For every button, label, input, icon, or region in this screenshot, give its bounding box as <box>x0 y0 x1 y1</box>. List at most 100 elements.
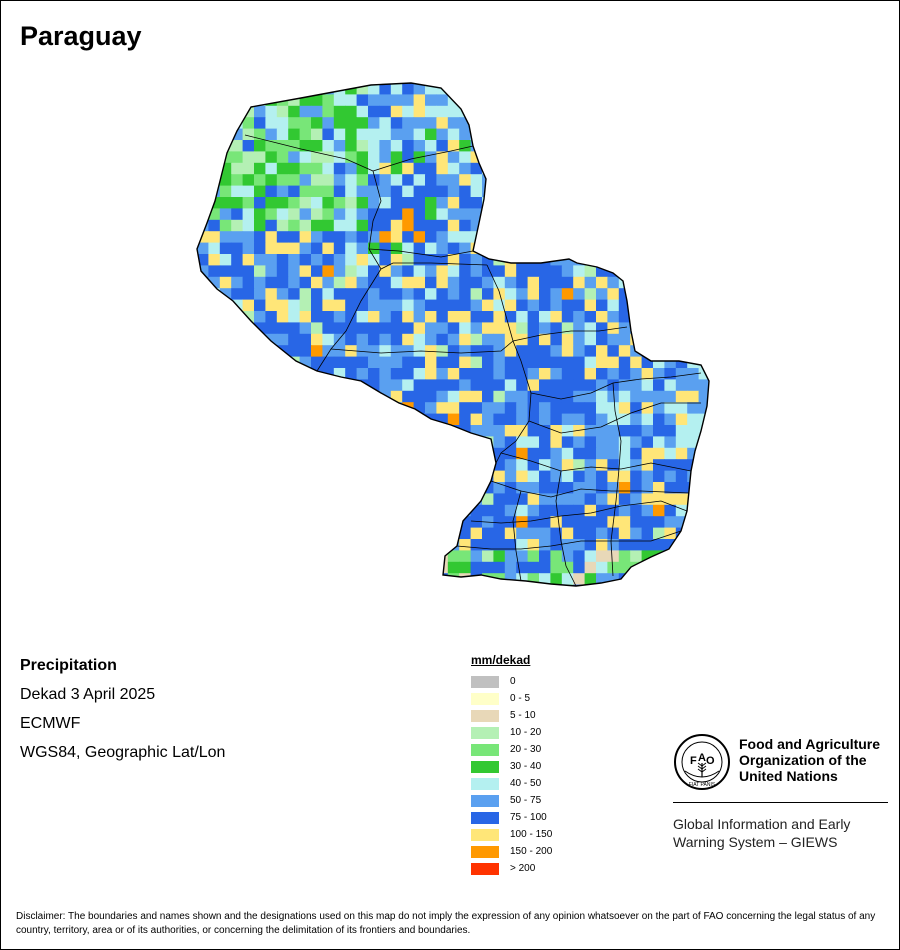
raster-cell <box>254 516 266 529</box>
raster-cell <box>584 311 597 323</box>
raster-cell <box>311 288 323 301</box>
raster-cell <box>333 311 346 323</box>
raster-cell <box>539 447 551 460</box>
raster-cell <box>641 197 654 209</box>
raster-cell <box>402 447 415 460</box>
raster-cell <box>618 425 631 437</box>
raster-cell <box>333 276 346 289</box>
legend-label: > 200 <box>510 863 536 874</box>
raster-cell <box>459 527 472 540</box>
raster-cell <box>573 504 586 517</box>
raster-cell <box>356 174 369 187</box>
raster-cell <box>459 242 472 255</box>
raster-cell <box>299 561 312 574</box>
raster-cell <box>413 83 426 95</box>
raster-cell <box>333 539 346 551</box>
raster-cell <box>254 197 266 209</box>
raster-cell <box>254 413 266 426</box>
raster-cell <box>470 539 483 551</box>
raster-cell <box>436 242 449 255</box>
raster-cell <box>197 299 209 312</box>
raster-cell <box>413 561 426 574</box>
raster-cell <box>504 504 517 517</box>
raster-cell <box>436 151 449 164</box>
raster-cell <box>288 174 301 187</box>
raster-cell <box>539 539 551 551</box>
raster-cell <box>710 186 722 198</box>
raster-cell <box>527 390 540 403</box>
raster-cell <box>459 140 472 152</box>
raster-cell <box>368 94 380 107</box>
raster-cell <box>710 208 722 220</box>
raster-cell <box>333 299 346 312</box>
raster-cell <box>436 105 449 118</box>
raster-cell <box>630 504 643 517</box>
raster-cell <box>596 368 608 380</box>
raster-cell <box>219 390 232 403</box>
raster-cell <box>379 151 392 164</box>
raster-cell <box>618 265 631 278</box>
raster-cell <box>425 550 437 563</box>
raster-cell <box>482 311 494 323</box>
raster-cell <box>687 162 700 175</box>
raster-cell <box>368 265 380 278</box>
projection-label: WGS84, Geographic Lat/Lon <box>20 744 226 761</box>
raster-cell <box>653 117 665 130</box>
raster-cell <box>242 288 255 301</box>
raster-cell <box>254 504 266 517</box>
raster-cell <box>265 482 278 494</box>
raster-cell <box>242 368 255 380</box>
raster-cell <box>219 425 232 437</box>
raster-cell <box>573 94 586 107</box>
raster-cell <box>356 356 369 369</box>
raster-cell <box>322 379 335 392</box>
raster-cell <box>653 105 665 118</box>
raster-cell <box>402 140 415 152</box>
raster-cell <box>584 242 597 255</box>
raster-cell <box>219 584 232 586</box>
raster-cell <box>516 105 529 118</box>
raster-cell <box>584 539 597 551</box>
raster-cell <box>379 242 392 255</box>
raster-cell <box>675 254 688 266</box>
raster-cell <box>504 276 517 289</box>
raster-cell <box>219 265 232 278</box>
raster-cell <box>596 208 608 221</box>
raster-cell <box>447 368 460 380</box>
raster-cell <box>516 94 529 107</box>
raster-cell <box>550 561 563 574</box>
raster-cell <box>539 185 551 198</box>
raster-cell <box>527 105 540 118</box>
raster-cell <box>379 459 392 472</box>
raster-cell <box>698 539 709 551</box>
raster-cell <box>356 436 369 449</box>
raster-cell <box>527 151 540 164</box>
raster-cell <box>242 242 255 255</box>
raster-cell <box>482 288 494 301</box>
raster-cell <box>561 231 574 244</box>
raster-cell <box>584 231 597 244</box>
raster-cell <box>527 482 540 494</box>
raster-cell <box>482 425 494 437</box>
raster-cell <box>687 276 700 289</box>
raster-cell <box>231 288 244 301</box>
raster-cell <box>573 550 586 563</box>
raster-cell <box>299 311 312 323</box>
raster-cell <box>447 379 460 392</box>
raster-cell <box>504 151 517 164</box>
raster-cell <box>299 105 312 118</box>
raster-cell <box>299 390 312 403</box>
raster-cell <box>254 174 266 187</box>
raster-cell <box>413 242 426 255</box>
raster-cell <box>447 573 460 586</box>
raster-cell <box>482 561 494 574</box>
raster-cell <box>197 413 209 426</box>
raster-cell <box>584 162 597 175</box>
raster-cell <box>311 219 323 232</box>
raster-cell <box>265 413 278 426</box>
raster-cell <box>322 345 335 358</box>
raster-cell <box>539 117 551 130</box>
raster-cell <box>299 504 312 517</box>
raster-cell <box>219 311 232 323</box>
